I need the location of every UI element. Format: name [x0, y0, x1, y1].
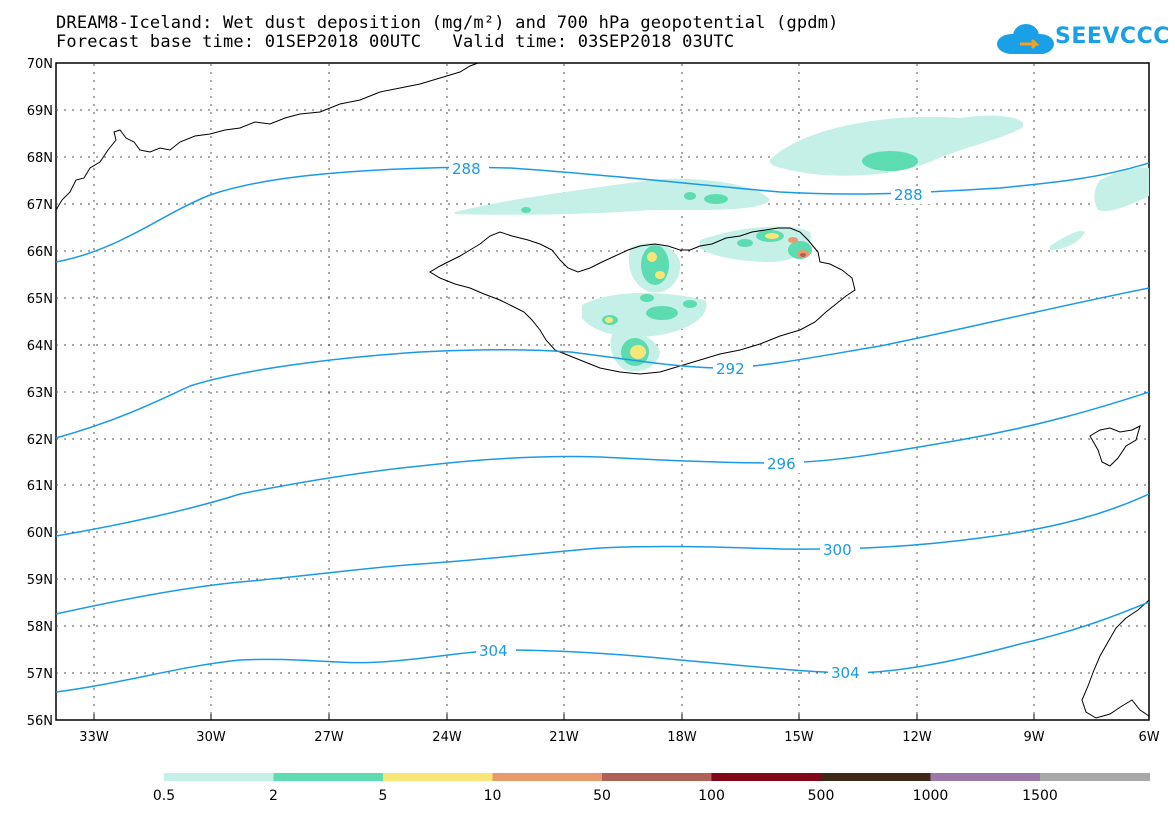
- contour-304: [55, 601, 1150, 693]
- lat-label: 58N: [27, 620, 53, 635]
- geopotential-contours: [55, 162, 1150, 693]
- legend-label: 1000: [913, 788, 949, 804]
- scotland-coast: [1081, 599, 1150, 719]
- lat-label: 67N: [27, 198, 53, 213]
- dust-plume-east: [1094, 167, 1149, 211]
- lat-label: 62N: [27, 433, 53, 448]
- dust-patch-green: [640, 294, 654, 302]
- dust-patch-green: [684, 192, 696, 200]
- contour-300: [55, 493, 1150, 615]
- forecast-times: Forecast base time: 01SEP2018 00UTC Vali…: [56, 32, 735, 52]
- graticule: [56, 64, 1149, 720]
- color-legend: 0.5 2 5 10 50 100 500 1000 1500: [153, 773, 1150, 804]
- dust-patch-green: [521, 207, 531, 213]
- lat-label: 56N: [27, 714, 53, 729]
- dust-plume-west: [455, 178, 770, 215]
- legend-label: 1500: [1022, 788, 1058, 804]
- dust-patch-green: [704, 194, 728, 204]
- dust-patch-green: [862, 151, 918, 171]
- lat-label: 70N: [27, 57, 53, 72]
- lon-label: 24W: [432, 730, 462, 745]
- legend-swatch: [930, 773, 1041, 781]
- contour-296: [55, 391, 1150, 537]
- cloud-icon: [997, 24, 1054, 54]
- latitude-labels: 70N 69N 68N 67N 66N 65N 64N 63N 62N 61N …: [27, 57, 53, 729]
- legend-swatch: [602, 773, 712, 781]
- lon-label: 9W: [1023, 730, 1044, 745]
- dust-plume-east2: [1050, 230, 1085, 250]
- lat-label: 66N: [27, 245, 53, 260]
- map-title: DREAM8-Iceland: Wet dust deposition (mg/…: [56, 13, 839, 33]
- contour-288: [55, 162, 1150, 263]
- legend-swatch: [492, 773, 603, 781]
- legend-swatch: [273, 773, 384, 781]
- dust-plume-north: [769, 115, 1024, 176]
- dust-patch-yellow: [605, 317, 613, 323]
- contour-label: 304: [831, 664, 860, 682]
- lat-label: 57N: [27, 667, 53, 682]
- dust-patch-yellow: [647, 252, 657, 262]
- legend-swatch: [821, 773, 931, 781]
- contour-label: 296: [767, 455, 796, 473]
- lon-label: 12W: [902, 730, 932, 745]
- greenland-coast: [55, 62, 479, 211]
- contour-label: 288: [894, 186, 923, 204]
- contour-label: 300: [823, 541, 852, 559]
- lon-label: 6W: [1138, 730, 1159, 745]
- contour-label: 304: [479, 642, 508, 660]
- lon-label: 18W: [667, 730, 697, 745]
- legend-label: 2: [269, 788, 278, 804]
- dust-patch-green: [683, 300, 697, 308]
- legend-label: 50: [593, 788, 611, 804]
- lon-label: 15W: [784, 730, 814, 745]
- contour-label-group: 288 288 292 296 300 304 304: [449, 160, 931, 682]
- dust-patch-yellow: [765, 233, 779, 239]
- lat-label: 63N: [27, 386, 53, 401]
- dust-patch-green: [646, 306, 678, 320]
- lon-label: 21W: [549, 730, 579, 745]
- lat-label: 60N: [27, 526, 53, 541]
- seevccc-logo: [997, 24, 1054, 54]
- dust-patch-green: [737, 239, 753, 247]
- legend-label: 5: [379, 788, 388, 804]
- contour-292: [55, 287, 1150, 439]
- dust-region-central: [582, 293, 707, 337]
- legend-swatch: [164, 773, 274, 781]
- legend-label: 0.5: [153, 788, 175, 804]
- lat-label: 65N: [27, 292, 53, 307]
- lat-label: 69N: [27, 104, 53, 119]
- dust-patch-brown: [800, 253, 806, 257]
- dust-patch-green: [641, 245, 669, 285]
- dust-patch-orange: [788, 237, 798, 243]
- legend-label: 500: [808, 788, 835, 804]
- lat-label: 59N: [27, 573, 53, 588]
- lat-label: 61N: [27, 479, 53, 494]
- dust-patch-yellow: [655, 271, 665, 279]
- longitude-labels: 33W 30W 27W 24W 21W 18W 15W 12W 9W 6W: [79, 730, 1159, 745]
- axis-ticks: [93, 714, 1035, 720]
- lon-label: 33W: [79, 730, 109, 745]
- legend-swatch: [711, 773, 822, 781]
- legend-swatch: [1040, 773, 1150, 781]
- iceland-coast: [429, 227, 856, 375]
- lat-label: 68N: [27, 151, 53, 166]
- dust-patch-yellow: [630, 345, 646, 359]
- lon-label: 27W: [314, 730, 344, 745]
- coastlines: [55, 62, 1150, 719]
- lon-label: 30W: [196, 730, 226, 745]
- wet-dust-deposition-field: [455, 115, 1149, 372]
- legend-swatch: [383, 773, 493, 781]
- contour-label: 288: [452, 160, 481, 178]
- lat-label: 64N: [27, 339, 53, 354]
- legend-label: 100: [698, 788, 725, 804]
- logo-text: SEEVCCC: [1055, 24, 1170, 49]
- contour-label: 292: [716, 360, 745, 378]
- faroe-islands: [1089, 425, 1141, 467]
- legend-label: 10: [484, 788, 502, 804]
